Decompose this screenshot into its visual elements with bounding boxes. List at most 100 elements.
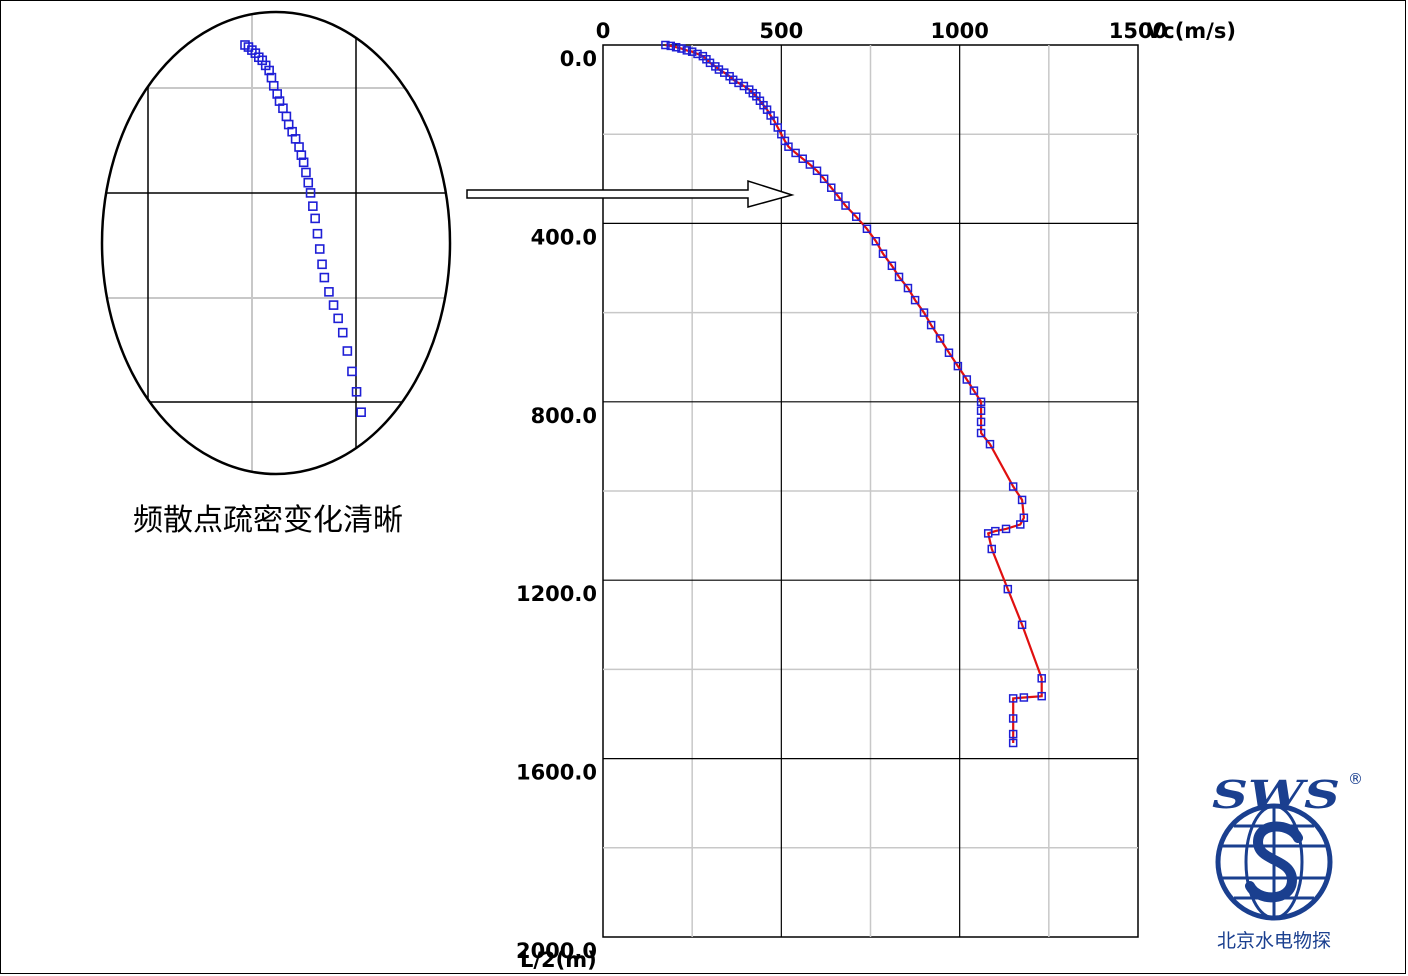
dispersion-point (1001, 524, 1011, 534)
dispersion-point (687, 47, 697, 56)
dispersion-point (1019, 693, 1029, 702)
dispersion-curve (665, 43, 1043, 743)
y-tick-label: 1600.0 (516, 761, 597, 785)
dispersion-point (987, 544, 997, 554)
x-tick-labels: 0 500 1000 1500 (596, 19, 1168, 43)
inset-point (296, 150, 307, 160)
dispersion-point (791, 148, 800, 158)
dispersion-points (661, 40, 1046, 748)
dispersion-point (910, 295, 920, 305)
y-axis-label: L/2(m) (520, 948, 597, 972)
dispersion-point (1016, 520, 1025, 529)
inset-point (356, 407, 366, 418)
zoom-inset (100, 10, 452, 476)
dispersion-point (935, 334, 945, 343)
dispersion-point (976, 406, 986, 415)
inset-point (298, 157, 309, 168)
inset-point (328, 300, 339, 310)
dispersion-point (784, 142, 793, 151)
y-tick-label: 0.0 (560, 47, 597, 71)
dispersion-point (887, 261, 897, 271)
dispersion-point (983, 529, 993, 538)
x-tick-label: 1500 (1109, 19, 1167, 43)
dispersion-point (878, 249, 888, 258)
inset-dispersion-points (240, 40, 366, 418)
annotation-caption: 频散点疏密变化清晰 (133, 503, 403, 538)
dispersion-point (871, 236, 881, 246)
dispersion-point (1037, 674, 1046, 683)
dispersion-point (834, 192, 843, 201)
dispersion-point (1037, 691, 1046, 701)
inset-point (301, 167, 311, 178)
inset-point (314, 244, 325, 254)
dispersion-point (926, 320, 936, 330)
arrow-shape (466, 179, 795, 208)
dispersion-point (819, 174, 829, 184)
inset-point (333, 313, 343, 324)
dispersion-point (962, 375, 972, 384)
y-tick-labels: 0.0 400.0 800.0 1200.0 1600.0 2000.0 (516, 47, 597, 963)
company-logo: SWS ® 北京水电物探 (1212, 770, 1363, 952)
velocity-depth-plot: 0 500 1000 1500 0.0 400.0 800.0 1200.0 1600.0 20… (516, 19, 1236, 972)
dispersion-point (666, 41, 676, 51)
inset-point (337, 327, 348, 338)
inset-point (308, 201, 318, 211)
inset-point (310, 213, 320, 224)
inset-point (351, 386, 362, 397)
dispersion-point (841, 201, 850, 210)
dispersion-point (671, 42, 681, 52)
pointer-arrow (466, 179, 795, 208)
inset-point (312, 228, 323, 239)
logo-wordmark: SWS (1212, 772, 1340, 817)
dispersion-point (805, 160, 815, 169)
dispersion-point (1008, 694, 1018, 703)
y-tick-label: 400.0 (531, 225, 597, 249)
inset-point (319, 272, 330, 283)
dispersion-point (1008, 482, 1018, 491)
inset-point (317, 259, 327, 270)
dispersion-point (812, 166, 822, 176)
dispersion-point (969, 386, 979, 395)
dispersion-point (677, 44, 686, 53)
inset-content (102, 12, 450, 474)
dispersion-point (827, 183, 836, 192)
inset-point (305, 188, 316, 198)
dispersion-point (1017, 495, 1027, 505)
registered-mark: ® (1348, 770, 1363, 788)
dispersion-point (682, 46, 692, 55)
minor-gridlines (603, 45, 1138, 937)
y-tick-label: 1200.0 (516, 582, 597, 606)
inset-outline (100, 10, 452, 476)
dispersion-point (1008, 714, 1018, 723)
dispersion-point (661, 40, 670, 50)
x-tick-label: 0 (596, 19, 611, 43)
dispersion-point (1003, 584, 1013, 594)
inset-point (303, 177, 314, 188)
dispersion-point (862, 224, 872, 234)
dispersion-point (919, 308, 929, 317)
inset-background (102, 12, 450, 474)
dispersion-point (1017, 620, 1027, 630)
dispersion-point (985, 439, 995, 449)
dispersion-point (903, 283, 913, 293)
dispersion-point (976, 428, 986, 438)
y-tick-label: 800.0 (531, 404, 597, 428)
x-tick-label: 1000 (930, 19, 988, 43)
inset-point (264, 65, 274, 76)
dispersion-point (798, 154, 807, 163)
dispersion-point (1008, 729, 1018, 739)
dispersion-point (1008, 738, 1018, 748)
company-name: 北京水电物探 (1217, 930, 1331, 952)
inset-point (342, 346, 353, 356)
dispersion-point (976, 397, 986, 407)
dispersion-point (894, 272, 904, 282)
dispersion-line (665, 43, 1043, 743)
dispersion-point (851, 212, 861, 221)
y-tick-label: 2000.0 (516, 939, 597, 963)
dispersion-point (953, 361, 963, 371)
x-axis-label: Vc(m/s) (1146, 19, 1236, 43)
globe-icon (1215, 803, 1333, 921)
dispersion-point (693, 49, 702, 59)
